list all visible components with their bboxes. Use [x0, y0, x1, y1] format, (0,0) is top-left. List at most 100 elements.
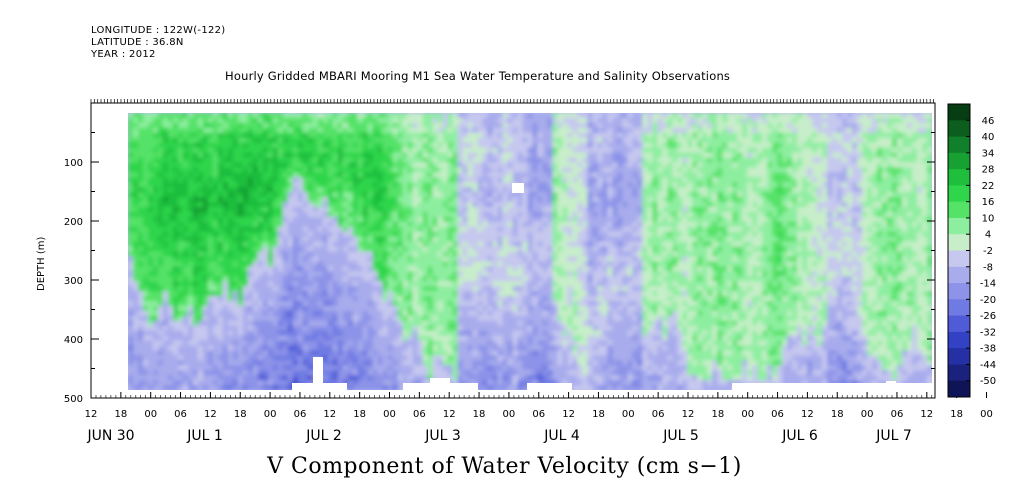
- heatmap-cell: [392, 226, 399, 233]
- heatmap-cell: [472, 281, 479, 287]
- heatmap-cell: [477, 325, 484, 332]
- heatmap-cell: [562, 276, 569, 282]
- heatmap-cell: [128, 127, 134, 134]
- heatmap-cell: [262, 291, 269, 297]
- heatmap-cell: [302, 157, 309, 164]
- heatmap-cell: [422, 211, 429, 218]
- heatmap-cell: [467, 281, 474, 287]
- heatmap-cell: [507, 216, 514, 223]
- heatmap-cell: [472, 276, 479, 282]
- heatmap-cell: [182, 152, 189, 159]
- heatmap-cell: [137, 380, 144, 386]
- heatmap-cell: [232, 226, 239, 233]
- heatmap-cell: [147, 291, 154, 297]
- heatmap-cell: [487, 375, 494, 381]
- heatmap-cell: [292, 132, 299, 139]
- heatmap-cell: [177, 241, 184, 248]
- heatmap-cell: [187, 187, 194, 193]
- heatmap-cell: [207, 206, 214, 213]
- heatmap-cell: [197, 132, 204, 139]
- heatmap-cell: [322, 380, 329, 386]
- heatmap-cell: [402, 172, 409, 178]
- heatmap-cell: [202, 271, 209, 277]
- heatmap-cell: [267, 365, 274, 371]
- heatmap-cell: [242, 315, 249, 322]
- heatmap-cell: [462, 281, 469, 287]
- heatmap-cell: [282, 350, 289, 356]
- heatmap-cell: [412, 291, 419, 297]
- heatmap-cell: [422, 132, 429, 139]
- heatmap-cell: [397, 132, 404, 139]
- heatmap-cell: [382, 152, 389, 159]
- heatmap-cell: [432, 197, 439, 203]
- heatmap-cell: [562, 266, 569, 272]
- heatmap-cell: [128, 320, 134, 327]
- heatmap-cell: [277, 335, 284, 342]
- heatmap-cell: [467, 221, 474, 228]
- heatmap-cell: [417, 221, 424, 228]
- heatmap-cell: [227, 142, 234, 149]
- heatmap-cell: [217, 202, 224, 208]
- heatmap-cell: [282, 375, 289, 381]
- heatmap-cell: [152, 296, 159, 302]
- heatmap-cell: [547, 142, 554, 149]
- heatmap-cell: [422, 261, 429, 267]
- heatmap-cell: [212, 132, 219, 139]
- heatmap-cell: [192, 370, 199, 376]
- heatmap-cell: [422, 122, 429, 129]
- heatmap-cell: [417, 360, 424, 366]
- heatmap-cell: [257, 182, 264, 188]
- heatmap-cell: [332, 172, 339, 178]
- heatmap-cell: [537, 325, 544, 332]
- heatmap-cell: [272, 182, 279, 188]
- heatmap-cell: [372, 236, 379, 243]
- heatmap-cell: [132, 177, 139, 183]
- heatmap-cell: [132, 320, 139, 327]
- heatmap-cell: [477, 261, 484, 267]
- heatmap-cell: [557, 142, 564, 149]
- heatmap-cell: [367, 246, 374, 253]
- heatmap-cell: [557, 305, 564, 312]
- heatmap-cell: [262, 192, 269, 198]
- heatmap-cell: [222, 137, 229, 144]
- heatmap-cell: [247, 355, 254, 361]
- heatmap-cell: [367, 365, 374, 371]
- heatmap-cell: [382, 221, 389, 228]
- heatmap-cell: [412, 330, 419, 337]
- heatmap-cell: [507, 296, 514, 302]
- heatmap-cell: [262, 231, 269, 238]
- heatmap-cell: [197, 167, 204, 173]
- heatmap-cell: [347, 360, 354, 366]
- heatmap-cell: [372, 152, 379, 159]
- heatmap-cell: [357, 350, 364, 356]
- heatmap-cell: [242, 296, 249, 302]
- heatmap-cell: [217, 271, 224, 277]
- heatmap-cell: [362, 216, 369, 223]
- heatmap-cell: [157, 157, 164, 164]
- heatmap-cell: [257, 211, 264, 218]
- heatmap-cell: [412, 365, 419, 371]
- heatmap-cell: [382, 375, 389, 381]
- heatmap-cell: [452, 380, 459, 386]
- heatmap-cell: [547, 300, 554, 307]
- heatmap-cell: [442, 335, 449, 342]
- heatmap-cell: [352, 345, 359, 352]
- heatmap-cell: [412, 187, 419, 193]
- heatmap-cell: [252, 335, 259, 342]
- heatmap-cell: [487, 177, 494, 183]
- heatmap-cell: [137, 182, 144, 188]
- heatmap-cell: [482, 211, 489, 218]
- heatmap-cell: [352, 360, 359, 366]
- heatmap-cell: [327, 192, 334, 198]
- heatmap-cell: [222, 177, 229, 183]
- heatmap-cell: [142, 206, 149, 213]
- heatmap-cell: [262, 305, 269, 312]
- heatmap-cell: [412, 241, 419, 248]
- heatmap-cell: [237, 300, 244, 307]
- heatmap-cell: [397, 315, 404, 322]
- heatmap-cell: [347, 276, 354, 282]
- heatmap-cell: [132, 172, 139, 178]
- heatmap-cell: [452, 281, 459, 287]
- heatmap-cell: [327, 221, 334, 228]
- heatmap-cell: [432, 375, 439, 381]
